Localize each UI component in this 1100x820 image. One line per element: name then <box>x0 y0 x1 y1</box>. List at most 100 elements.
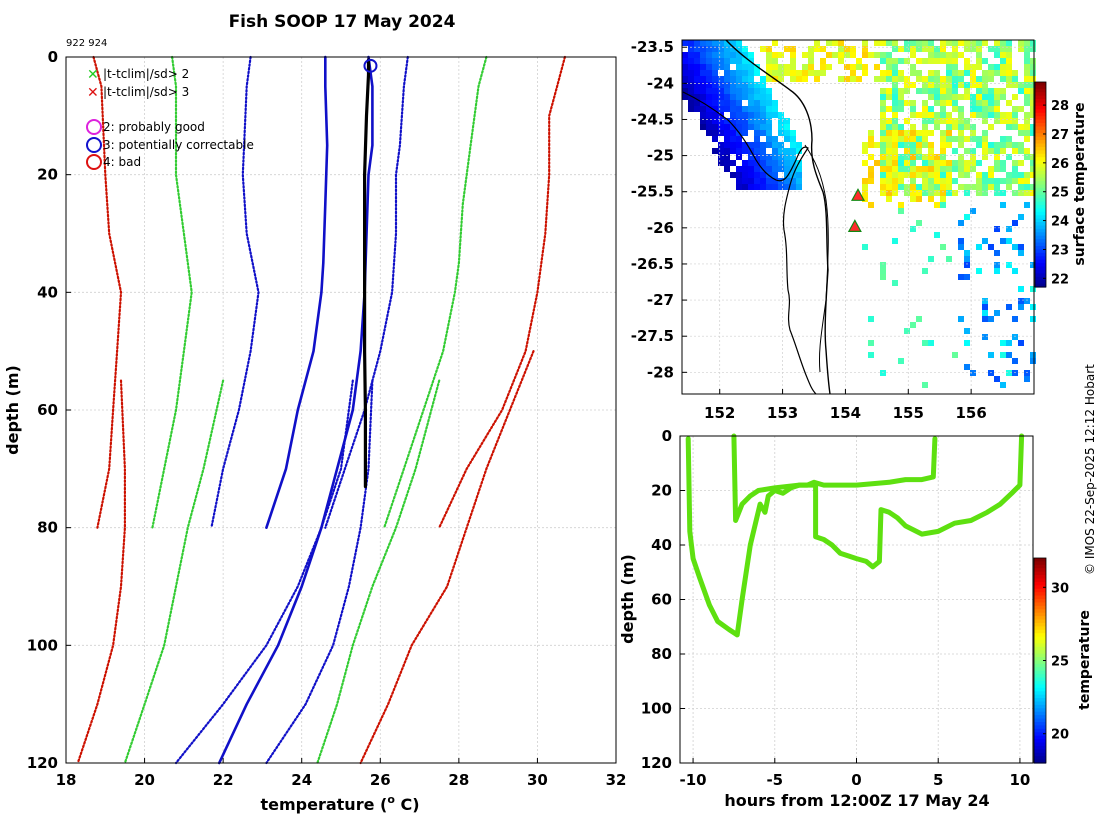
sst-cell <box>976 76 982 82</box>
sst-cell <box>1012 220 1018 226</box>
sst-cell <box>880 178 886 184</box>
sst-cell <box>700 112 706 118</box>
sst-cell <box>892 64 898 70</box>
sst-cell <box>904 148 910 154</box>
sst-cell <box>688 52 694 58</box>
sst-cell <box>934 154 940 160</box>
sst-cell <box>862 64 868 70</box>
map-colorbar-swatch <box>1035 256 1046 261</box>
sst-cell <box>1000 58 1006 64</box>
profile-xtick-label: 32 <box>606 771 627 789</box>
sst-cell <box>904 328 910 334</box>
sst-cell <box>958 76 964 82</box>
trace-colorbar: 20 25 30 <box>1033 557 1069 764</box>
trace-colorbar-swatch <box>1034 691 1046 696</box>
sst-cell <box>1000 70 1006 76</box>
sst-cell <box>982 118 988 124</box>
sst-cell <box>994 148 1000 154</box>
sst-cell <box>946 76 952 82</box>
sst-cell <box>1006 352 1012 358</box>
trace-colorbar-swatch <box>1034 739 1046 744</box>
sst-cell <box>790 148 796 154</box>
sst-cell <box>928 166 934 172</box>
sst-cell <box>1006 112 1012 118</box>
legend-circle-magenta <box>86 119 102 135</box>
sst-cell <box>922 340 928 346</box>
sst-cell <box>868 166 874 172</box>
sst-cell <box>1024 184 1030 190</box>
sst-cell <box>778 160 784 166</box>
trace-colorbar-swatch <box>1034 605 1046 610</box>
sst-cell <box>904 154 910 160</box>
sst-cell <box>928 196 934 202</box>
sst-cell <box>1006 64 1012 70</box>
sst-cell <box>1030 82 1036 88</box>
sst-cell <box>1012 358 1018 364</box>
sst-cell <box>982 40 988 46</box>
sst-cell <box>700 124 706 130</box>
sst-cell <box>700 106 706 112</box>
sst-cell <box>940 46 946 52</box>
sst-cell <box>718 94 724 100</box>
sst-cell <box>760 178 766 184</box>
sst-cell <box>958 106 964 112</box>
sst-cell <box>1000 52 1006 58</box>
sst-cell <box>916 172 922 178</box>
map-colorbar-swatch <box>1035 102 1046 107</box>
sst-cell <box>1006 124 1012 130</box>
sst-cell <box>706 88 712 94</box>
sst-cell <box>772 136 778 142</box>
sst-cell <box>976 106 982 112</box>
sst-cell <box>874 40 880 46</box>
sst-cell <box>724 64 730 70</box>
sst-cell <box>742 124 748 130</box>
sst-cell <box>1030 154 1036 160</box>
sst-cell <box>1030 70 1036 76</box>
sst-cell <box>1012 118 1018 124</box>
map-colorbar-swatch <box>1035 259 1046 264</box>
sst-cell <box>952 106 958 112</box>
map-ytick-label: -28 <box>647 363 674 381</box>
sst-cell <box>892 88 898 94</box>
profile-qc-circle-marker <box>363 58 378 73</box>
sst-cell <box>982 58 988 64</box>
sst-cell <box>988 316 994 322</box>
sst-cell <box>886 106 892 112</box>
profile-series-clim_2sd_high_upper <box>383 55 488 529</box>
sst-cell <box>712 112 718 118</box>
sst-cell <box>1030 58 1036 64</box>
sst-cell <box>958 184 964 190</box>
sst-cell <box>880 166 886 172</box>
sst-cell <box>892 190 898 196</box>
trace-ytick-label: 40 <box>651 536 672 554</box>
sst-cell <box>706 100 712 106</box>
profile-series-clim_3sd_low_upper <box>92 55 123 529</box>
sst-cell <box>898 166 904 172</box>
sst-cell <box>940 202 946 208</box>
sst-cell <box>1000 112 1006 118</box>
sst-cell <box>940 118 946 124</box>
sst-cell <box>754 184 760 190</box>
sst-cell <box>766 130 772 136</box>
sst-cell <box>724 46 730 52</box>
sst-cell <box>910 112 916 118</box>
sst-cell <box>754 142 760 148</box>
map-colorbar-swatch <box>1035 153 1046 158</box>
sst-cell <box>754 160 760 166</box>
sst-cell <box>754 148 760 154</box>
sst-cell <box>1006 178 1012 184</box>
sst-cell <box>892 112 898 118</box>
sst-cell <box>880 148 886 154</box>
map-colorbar-swatch <box>1035 133 1046 138</box>
trace-ytick-label: 80 <box>651 645 672 663</box>
sst-cell <box>694 64 700 70</box>
sst-cell <box>730 118 736 124</box>
sst-cell <box>1012 112 1018 118</box>
sst-cell <box>982 334 988 340</box>
sst-cell <box>712 58 718 64</box>
sst-cell <box>946 58 952 64</box>
sst-cell <box>946 142 952 148</box>
sst-cell <box>754 130 760 136</box>
sst-cell <box>754 166 760 172</box>
